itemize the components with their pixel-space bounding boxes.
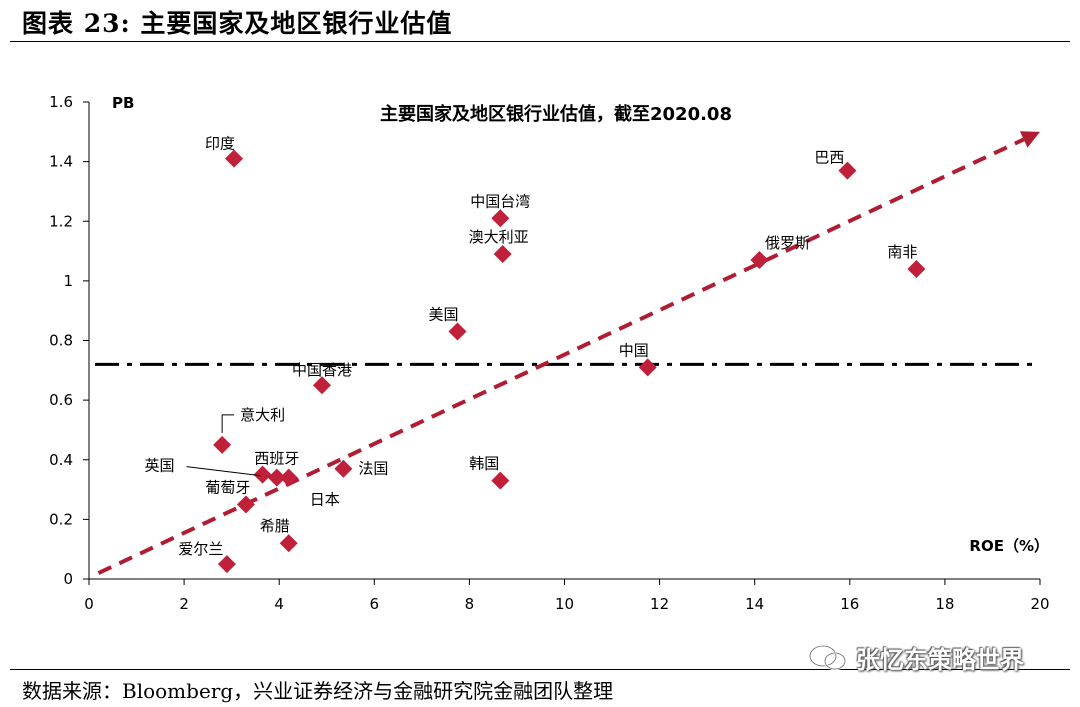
- x-tick-label: 18: [935, 595, 954, 613]
- data-point-label: 希腊: [260, 517, 290, 535]
- x-axis-label: ROE（%）: [969, 537, 1049, 555]
- top-rule: [10, 41, 1070, 42]
- x-tick-label: 8: [465, 595, 475, 613]
- data-point-label: 中国: [619, 341, 649, 359]
- data-point-marker: [312, 376, 331, 395]
- data-point-label: 日本: [310, 491, 340, 509]
- data-point-label: 俄罗斯: [765, 234, 810, 252]
- x-tick-label: 6: [370, 595, 380, 613]
- data-point-label: 葡萄牙: [205, 478, 250, 496]
- data-point-marker: [213, 435, 232, 454]
- x-tick-label: 12: [650, 595, 669, 613]
- data-point-marker: [493, 245, 512, 264]
- chart-title: 主要国家及地区银行业估值，截至2020.08: [380, 103, 732, 125]
- data-point-marker: [217, 555, 236, 574]
- y-tick-label: 0.6: [49, 391, 73, 409]
- leader-line: [186, 466, 261, 477]
- data-point-label: 法国: [358, 460, 388, 478]
- trend-arrow-head: [1019, 131, 1040, 148]
- data-point-marker: [750, 251, 769, 270]
- data-point-marker: [267, 468, 286, 487]
- reference-lines: [95, 131, 1040, 575]
- y-tick-label: 1: [63, 272, 73, 290]
- data-point-label: 印度: [205, 135, 235, 153]
- figure-title: 图表 23: 主要国家及地区银行业估值: [22, 9, 453, 38]
- point-labels: 印度巴西中国台湾澳大利亚 俄罗斯南非美国中国中国香港意大利英国 西班牙日本法国 韩国葡…: [145, 135, 918, 558]
- x-tick-label: 4: [274, 595, 284, 613]
- x-tick-label: 0: [84, 595, 94, 613]
- x-tick-label: 10: [555, 595, 574, 613]
- watermark: 张忆东策略世界: [808, 640, 1024, 675]
- data-point-marker: [638, 358, 657, 377]
- data-point-marker: [491, 471, 510, 490]
- trend-line: [97, 137, 1025, 575]
- x-tick-label: 16: [840, 595, 859, 613]
- y-tick-label: 1.4: [49, 153, 73, 171]
- data-point-marker: [225, 149, 244, 168]
- bottom-rule: [10, 669, 1070, 670]
- data-point-marker: [334, 459, 353, 478]
- data-point-label: 西班牙: [254, 450, 299, 468]
- data-point-marker: [491, 209, 510, 228]
- source-note: 数据来源：Bloomberg，兴业证券经济与金融研究院金融团队整理: [22, 679, 614, 703]
- watermark-text: 张忆东策略世界: [856, 646, 1024, 674]
- data-point-label: 南非: [887, 243, 917, 261]
- y-tick-label: 1.6: [49, 93, 73, 111]
- leader-line: [221, 414, 235, 433]
- axes: 0 2 4 6 8 10 12 14 16 18 20 0 0.2 0.4 0.6 0.8 1 1.2 1.4 1.6: [49, 93, 1049, 613]
- data-point-marker: [279, 468, 298, 487]
- y-tick-label: 0.2: [49, 510, 73, 528]
- data-point-marker: [448, 322, 467, 341]
- y-tick-label: 1.2: [49, 212, 73, 230]
- y-tick-label: 0.4: [49, 451, 73, 469]
- x-tick-label: 14: [745, 595, 764, 613]
- data-point-label: 巴西: [814, 149, 844, 167]
- y-tick-label: 0.8: [49, 332, 73, 350]
- data-point-marker: [907, 259, 926, 278]
- data-point-marker: [838, 161, 857, 180]
- data-point-label: 英国: [145, 457, 175, 475]
- data-point-label: 中国香港: [292, 361, 352, 379]
- data-point-marker: [279, 534, 298, 553]
- data-points: [213, 149, 926, 574]
- data-point-label: 澳大利亚: [469, 228, 529, 246]
- y-tick-label: 0: [63, 570, 73, 588]
- data-point-marker: [253, 465, 272, 484]
- data-point-label: 意大利: [240, 406, 285, 424]
- data-point-label: 美国: [429, 306, 459, 324]
- data-point-label: 中国台湾: [470, 192, 530, 210]
- data-point-label: 韩国: [469, 455, 499, 473]
- x-tick-label: 2: [179, 595, 189, 613]
- y-axis-label: PB: [112, 94, 134, 112]
- x-tick-label: 20: [1030, 595, 1049, 613]
- data-point-label: 爱尔兰: [178, 540, 223, 558]
- data-point-marker: [236, 495, 255, 514]
- wechat-icon: [808, 644, 847, 670]
